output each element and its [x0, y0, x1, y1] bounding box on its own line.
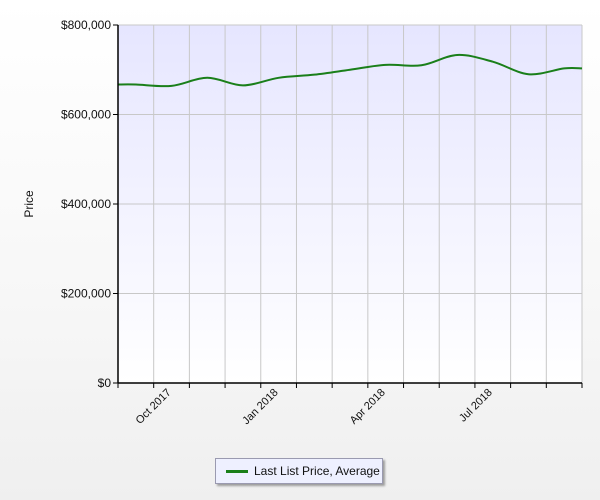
x-tick-label: Apr 2018 [348, 387, 388, 427]
chart-legend: Last List Price, Average [215, 458, 383, 484]
x-tick-label: Jan 2018 [240, 387, 280, 427]
y-axis-title: Price [22, 190, 36, 218]
y-tick-label: $800,000 [61, 18, 111, 32]
legend-label: Last List Price, Average [254, 464, 380, 478]
x-tick-label: Oct 2017 [134, 387, 174, 427]
y-tick-label: $400,000 [61, 197, 111, 211]
legend-line-swatch [226, 469, 248, 473]
x-tick-label: Jul 2018 [457, 387, 495, 425]
y-tick-label: $600,000 [61, 108, 111, 122]
y-tick-label: $0 [98, 376, 112, 390]
y-tick-label: $200,000 [61, 287, 111, 301]
